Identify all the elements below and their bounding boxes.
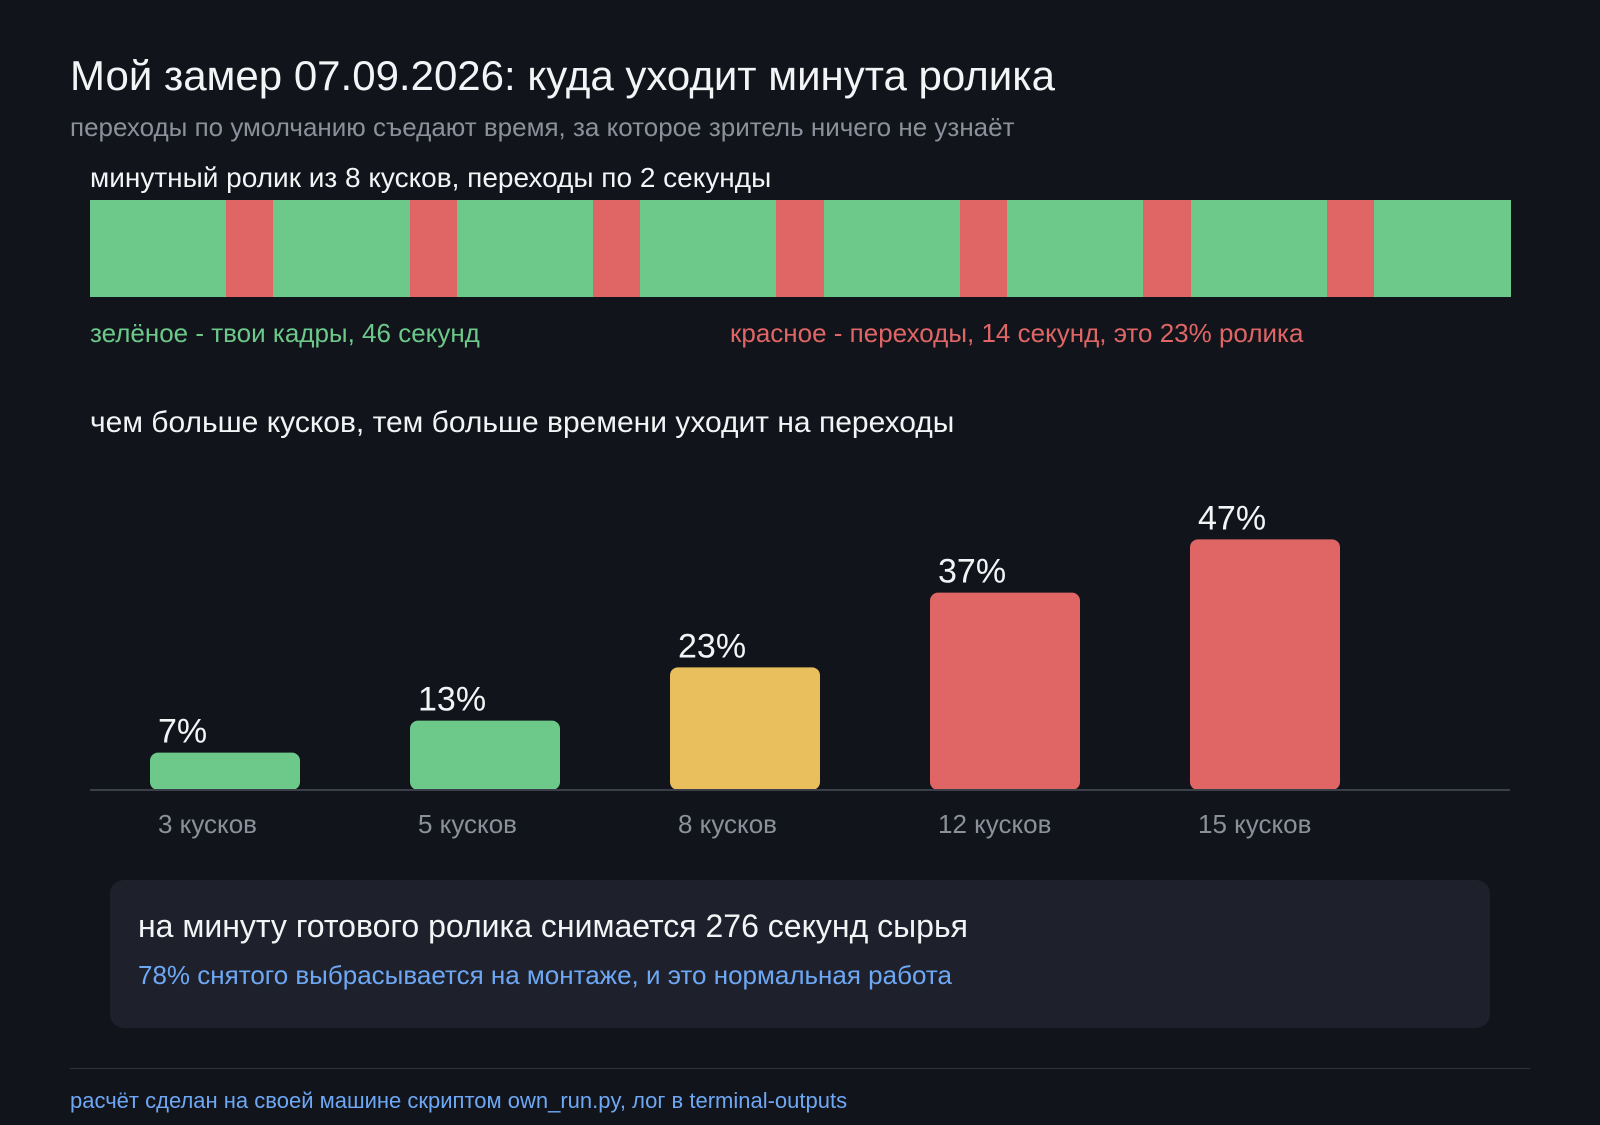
timeline-clip-segment	[273, 200, 411, 297]
timeline-clip-segment	[823, 200, 961, 297]
page-title: Мой замер 07.09.2026: куда уходит минута…	[70, 52, 1055, 99]
bar-value-label: 23%	[678, 627, 746, 665]
chart-title: чем больше кусков, тем больше времени ух…	[90, 406, 955, 439]
bar	[1190, 539, 1340, 790]
timeline-transition-segment	[776, 200, 825, 297]
x-tick-label: 12 кусков	[938, 809, 1051, 839]
x-tick-label: 8 кусков	[678, 809, 777, 839]
timeline-heading: минутный ролик из 8 кусков, переходы по …	[90, 162, 772, 193]
bar-value-label: 47%	[1198, 499, 1266, 537]
summary-note-text: 78% снятого выбрасывается на монтаже, и …	[138, 960, 952, 990]
footer-note: расчёт сделан на своей машине скриптом o…	[70, 1088, 848, 1113]
legend-transitions: красное - переходы, 14 секунд, это 23% р…	[730, 318, 1304, 348]
timeline-transition-segment	[1326, 200, 1375, 297]
bar-value-label: 13%	[418, 681, 486, 719]
timeline-clip-segment	[640, 200, 778, 297]
timeline-transition-segment	[1143, 200, 1192, 297]
bar	[670, 667, 820, 790]
bar-value-label: 37%	[938, 553, 1006, 591]
timeline-transition-segment	[226, 200, 275, 297]
bar-value-label: 7%	[158, 713, 207, 751]
footer-divider	[70, 1068, 1530, 1069]
timeline-transition-segment	[409, 200, 458, 297]
timeline-clip-segment	[456, 200, 594, 297]
timeline-clip-segment	[90, 200, 227, 297]
timeline-clip-segment	[1007, 200, 1144, 297]
timeline-strip	[90, 200, 1511, 297]
bar	[410, 720, 560, 790]
bar	[930, 592, 1080, 790]
legend-clips: зелёное - твои кадры, 46 секунд	[90, 318, 480, 348]
summary-card: на минуту готового ролика снимается 276 …	[110, 880, 1490, 1028]
bar	[150, 752, 300, 790]
x-tick-label: 15 кусков	[1198, 809, 1311, 839]
timeline-transition-segment	[959, 200, 1008, 297]
x-tick-label: 5 кусков	[418, 809, 517, 839]
page-subtitle: переходы по умолчанию съедают время, за …	[70, 112, 1015, 142]
x-tick-label: 3 кусков	[158, 809, 257, 839]
timeline-clip-segment	[1373, 200, 1511, 297]
summary-main-text: на минуту готового ролика снимается 276 …	[138, 908, 968, 944]
timeline-transition-segment	[592, 200, 641, 297]
timeline-clip-segment	[1190, 200, 1328, 297]
